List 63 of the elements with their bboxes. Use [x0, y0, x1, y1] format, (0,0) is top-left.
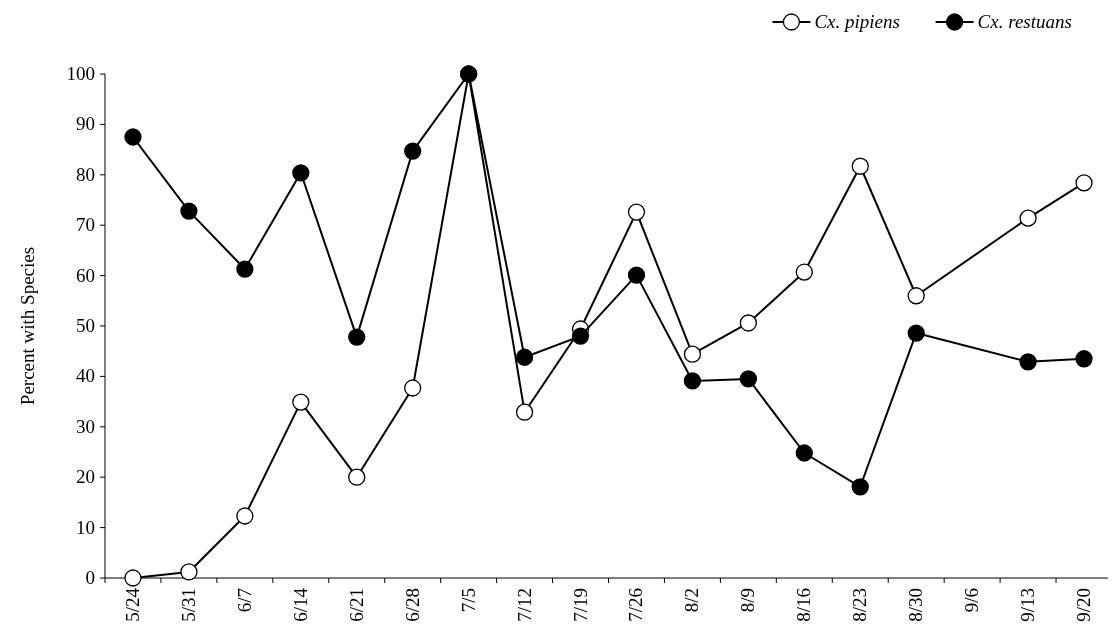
legend-label: Cx. pipiens [814, 11, 900, 32]
x-tick-label: 7/5 [457, 588, 479, 613]
x-tick-label: 8/30 [905, 588, 927, 622]
point [907, 287, 925, 305]
point [180, 202, 198, 220]
point [348, 468, 366, 486]
x-tick-label: 8/16 [793, 588, 815, 622]
point [907, 324, 925, 342]
y-axis-title: Percent with Species [17, 246, 38, 406]
point [1075, 174, 1093, 192]
y-tick-label: 40 [76, 365, 95, 387]
point [515, 403, 534, 421]
x-tick-label: 9/20 [1073, 588, 1095, 622]
point [1019, 353, 1037, 371]
point [292, 393, 310, 411]
point [739, 370, 758, 388]
point [627, 203, 646, 221]
x-tick-label: 5/31 [177, 588, 199, 622]
x-tick-label: 8/9 [737, 588, 759, 613]
point [571, 327, 590, 345]
x-tick-label: 7/19 [569, 588, 591, 622]
point [404, 379, 422, 397]
point [739, 314, 758, 332]
y-tick-label: 50 [76, 315, 95, 336]
point [1019, 209, 1037, 227]
x-tick-label: 6/28 [401, 588, 423, 622]
point [124, 569, 142, 587]
point [515, 348, 534, 366]
point [683, 345, 702, 363]
x-tick-label: 9/6 [961, 588, 983, 613]
point [124, 128, 142, 146]
point [404, 142, 422, 160]
point [236, 507, 254, 525]
x-tick-label: 6/7 [233, 588, 255, 613]
legend-label: Cx. restuans [977, 11, 1072, 32]
point [1075, 350, 1093, 368]
point [348, 328, 366, 346]
point [292, 164, 310, 182]
y-tick-label: 0 [85, 567, 95, 588]
x-tick-label: 6/14 [289, 587, 311, 622]
point [236, 260, 254, 278]
y-tick-label: 90 [76, 113, 95, 135]
y-tick-label: 30 [76, 415, 95, 437]
point [851, 157, 869, 175]
x-tick-label: 8/2 [681, 588, 703, 613]
point [851, 478, 869, 496]
y-tick-label: 100 [66, 63, 95, 84]
point [683, 372, 702, 390]
x-tick-label: 8/23 [849, 588, 871, 622]
point [795, 263, 813, 281]
y-tick-label: 80 [76, 163, 95, 185]
y-tick-label: 60 [76, 264, 95, 286]
y-tick-label: 20 [76, 466, 95, 488]
y-tick-label: 70 [76, 214, 95, 236]
x-tick-label: 9/13 [1017, 588, 1039, 622]
x-tick-label: 6/21 [345, 588, 367, 622]
point [180, 563, 198, 581]
x-tick-label: 5/24 [121, 587, 143, 622]
y-tick-label: 10 [76, 516, 95, 538]
x-tick-label: 7/12 [513, 588, 535, 622]
x-tick-label: 7/26 [625, 588, 647, 622]
point [795, 444, 813, 462]
point [627, 266, 646, 284]
